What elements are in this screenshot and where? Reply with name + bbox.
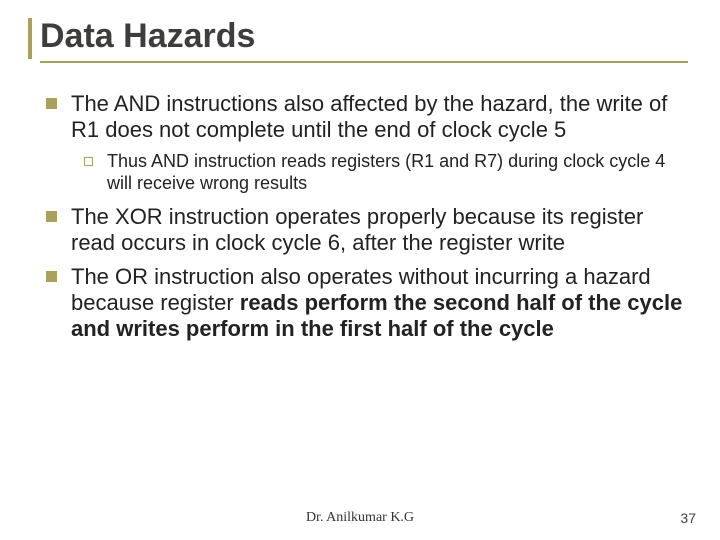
slide: Data Hazards The AND instructions also a… (0, 0, 720, 540)
square-bullet-icon (46, 211, 57, 222)
sub-bullet-item: Thus AND instruction reads registers (R1… (84, 151, 688, 194)
bullet-text: The AND instructions also affected by th… (71, 91, 688, 143)
hollow-square-bullet-icon (84, 157, 93, 166)
bullet-item: The XOR instruction operates properly be… (46, 204, 688, 256)
title-container: Data Hazards (28, 18, 692, 59)
content-area: The AND instructions also affected by th… (28, 63, 692, 342)
footer-author: Dr. Anilkumar K.G (0, 510, 720, 526)
sub-bullet-text: Thus AND instruction reads registers (R1… (107, 151, 688, 194)
slide-title: Data Hazards (40, 18, 692, 59)
bullet-item: The OR instruction also operates without… (46, 264, 688, 342)
square-bullet-icon (46, 98, 57, 109)
page-number: 37 (680, 510, 696, 526)
bullet-item: The AND instructions also affected by th… (46, 91, 688, 143)
bullet-text: The OR instruction also operates without… (71, 264, 688, 342)
bullet-text: The XOR instruction operates properly be… (71, 204, 688, 256)
square-bullet-icon (46, 271, 57, 282)
